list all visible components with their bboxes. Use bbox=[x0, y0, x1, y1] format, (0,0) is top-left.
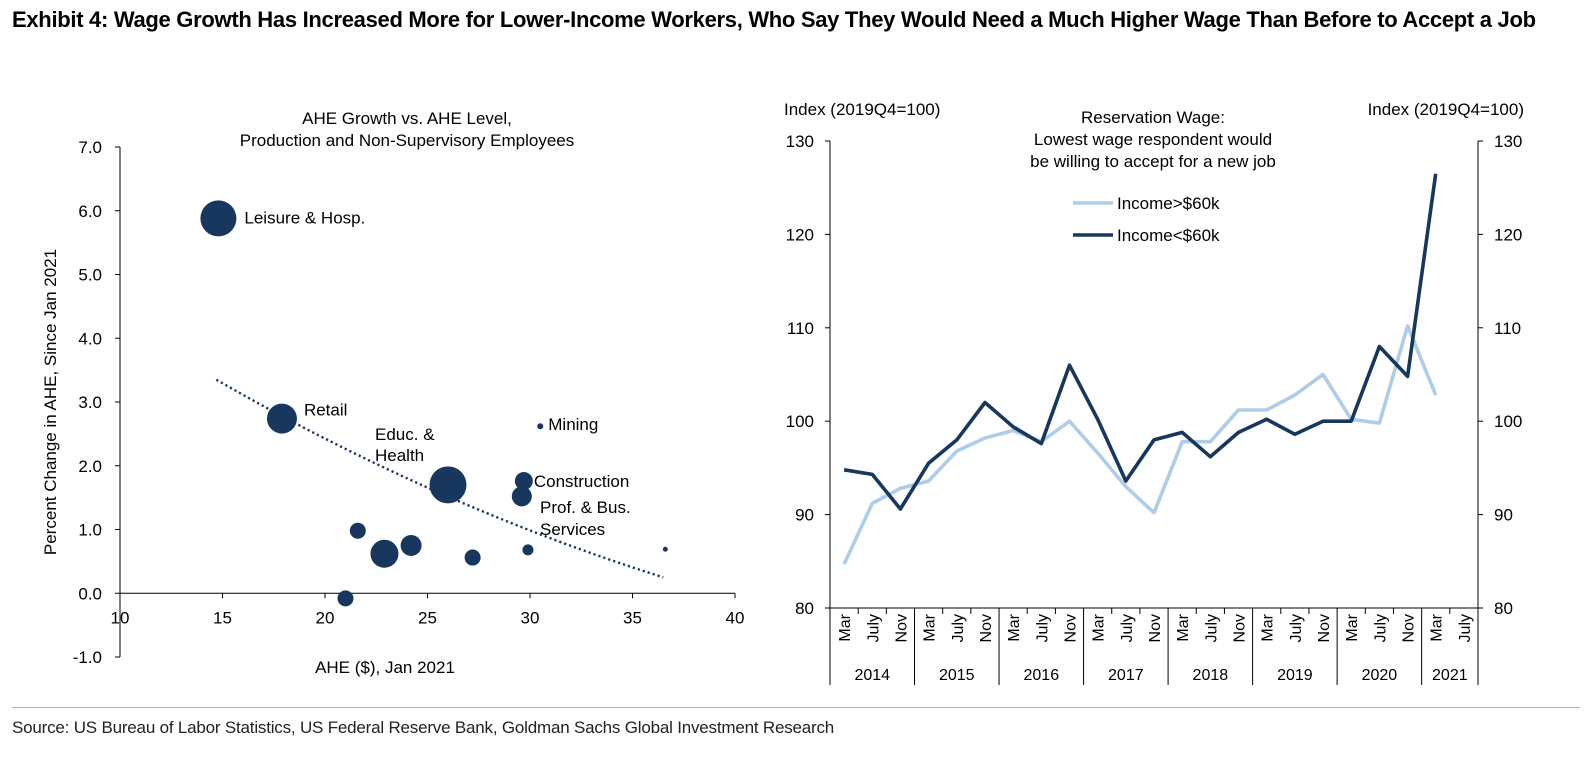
line-chart-title-line: Lowest wage respondent would bbox=[1034, 130, 1272, 149]
category-label: Mar bbox=[1175, 613, 1192, 641]
left-y-tick-label: 110 bbox=[787, 319, 814, 338]
left-y-tick-label: 100 bbox=[786, 412, 814, 431]
scatter-x-tick-label: 10 bbox=[111, 608, 130, 627]
scatter-y-tick-label: 6.0 bbox=[78, 202, 102, 221]
scatter-point bbox=[429, 466, 467, 504]
scatter-chart: AHE Growth vs. AHE Level, Production and … bbox=[41, 109, 744, 677]
scatter-point-label: Educ. & Health bbox=[375, 425, 435, 465]
scatter-x-tick-label: 25 bbox=[418, 608, 437, 627]
scatter-x-tick-label: 40 bbox=[726, 608, 745, 627]
scatter-y-tick-label: 7.0 bbox=[78, 138, 102, 157]
scatter-point-label: Retail bbox=[304, 401, 347, 420]
right-axis-title: Index (2019Q4=100) bbox=[1368, 100, 1524, 119]
category-label: Mar bbox=[837, 613, 854, 641]
scatter-y-tick-label: 1.0 bbox=[78, 521, 102, 540]
legend-label: Income<$60k bbox=[1117, 226, 1220, 245]
line-chart: Reservation Wage: Lowest wage respondent … bbox=[784, 100, 1524, 685]
category-label: Nov bbox=[1316, 614, 1333, 642]
category-label: Nov bbox=[893, 614, 910, 642]
right-y-tick-label: 120 bbox=[1494, 225, 1522, 244]
year-label: 2016 bbox=[1024, 667, 1060, 684]
scatter-point bbox=[464, 549, 481, 566]
scatter-y-tick-label: 3.0 bbox=[78, 393, 102, 412]
scatter-y-axis-label: Percent Change in AHE, Since Jan 2021 bbox=[41, 249, 60, 555]
scatter-point-label: Mining bbox=[548, 415, 598, 434]
category-label: July bbox=[1288, 614, 1305, 642]
category-label: Mar bbox=[1006, 613, 1023, 641]
category-label: Nov bbox=[1062, 614, 1079, 642]
scatter-point bbox=[266, 403, 297, 434]
category-label: July bbox=[1372, 614, 1389, 642]
category-label: July bbox=[1119, 614, 1136, 642]
year-label: 2021 bbox=[1432, 667, 1468, 684]
scatter-y-tick-label: 0.0 bbox=[78, 584, 102, 603]
scatter-y-tick-label: -1.0 bbox=[73, 648, 102, 667]
scatter-point bbox=[400, 534, 422, 556]
scatter-point bbox=[349, 522, 366, 539]
category-label: Mar bbox=[1344, 613, 1361, 641]
category-label: July bbox=[1457, 614, 1474, 642]
year-label: 2018 bbox=[1193, 667, 1229, 684]
year-label: 2019 bbox=[1277, 667, 1313, 684]
category-label: July bbox=[1034, 614, 1051, 642]
scatter-x-tick-label: 20 bbox=[316, 608, 335, 627]
right-y-tick-label: 80 bbox=[1494, 599, 1513, 618]
scatter-y-tick-label: 2.0 bbox=[78, 457, 102, 476]
left-y-tick-label: 120 bbox=[786, 225, 814, 244]
left-y-tick-label: 90 bbox=[795, 506, 814, 525]
year-label: 2015 bbox=[939, 667, 975, 684]
scatter-point-label: Leisure & Hosp. bbox=[244, 208, 365, 227]
scatter-x-tick-label: 35 bbox=[623, 608, 642, 627]
scatter-point bbox=[200, 200, 237, 237]
scatter-point bbox=[514, 472, 533, 491]
scatter-x-tick-label: 15 bbox=[213, 608, 232, 627]
scatter-title-line: Production and Non-Supervisory Employees bbox=[240, 131, 575, 150]
year-label: 2017 bbox=[1108, 667, 1144, 684]
source-divider bbox=[12, 707, 1580, 708]
scatter-point-label: Prof. & Bus. Services bbox=[540, 498, 631, 539]
category-label: July bbox=[1203, 614, 1220, 642]
scatter-y-tick-label: 5.0 bbox=[78, 266, 102, 285]
scatter-point bbox=[662, 546, 668, 552]
category-label: Nov bbox=[978, 614, 995, 642]
scatter-point bbox=[511, 486, 532, 507]
scatter-x-tick-label: 30 bbox=[521, 608, 540, 627]
year-label: 2020 bbox=[1362, 667, 1398, 684]
category-label: Mar bbox=[1091, 613, 1108, 641]
category-label: Mar bbox=[1260, 613, 1277, 641]
category-label: Nov bbox=[1401, 614, 1418, 642]
scatter-y-tick-label: 4.0 bbox=[78, 329, 102, 348]
category-label: July bbox=[950, 614, 967, 642]
category-label: Mar bbox=[1429, 613, 1446, 641]
right-y-tick-label: 100 bbox=[1494, 412, 1522, 431]
left-y-tick-label: 80 bbox=[795, 599, 814, 618]
line-chart-title-line: be willing to accept for a new job bbox=[1030, 152, 1276, 171]
legend-label: Income>$60k bbox=[1117, 194, 1220, 213]
left-y-tick-label: 130 bbox=[786, 132, 814, 151]
scatter-point bbox=[537, 423, 544, 430]
scatter-x-axis-label: AHE ($), Jan 2021 bbox=[315, 658, 455, 677]
scatter-point bbox=[522, 544, 534, 556]
category-label: Mar bbox=[922, 613, 939, 641]
series-line bbox=[843, 173, 1438, 511]
right-y-tick-label: 90 bbox=[1494, 506, 1513, 525]
scatter-point bbox=[370, 539, 399, 568]
category-label: Nov bbox=[1232, 614, 1249, 642]
category-label: Nov bbox=[1147, 614, 1164, 642]
exhibit-title: Exhibit 4: Wage Growth Has Increased Mor… bbox=[12, 7, 1536, 32]
right-y-tick-label: 110 bbox=[1494, 319, 1521, 338]
scatter-point-label: Construction bbox=[534, 472, 629, 491]
scatter-point bbox=[337, 590, 354, 607]
series-line bbox=[842, 324, 1438, 565]
source-note: Source: US Bureau of Labor Statistics, U… bbox=[12, 718, 835, 737]
line-chart-title-line: Reservation Wage: bbox=[1081, 108, 1225, 127]
category-label: July bbox=[865, 614, 882, 642]
scatter-title-line: AHE Growth vs. AHE Level, bbox=[302, 109, 512, 128]
left-axis-title: Index (2019Q4=100) bbox=[784, 100, 940, 119]
right-y-tick-label: 130 bbox=[1494, 132, 1522, 151]
year-label: 2014 bbox=[854, 667, 890, 684]
